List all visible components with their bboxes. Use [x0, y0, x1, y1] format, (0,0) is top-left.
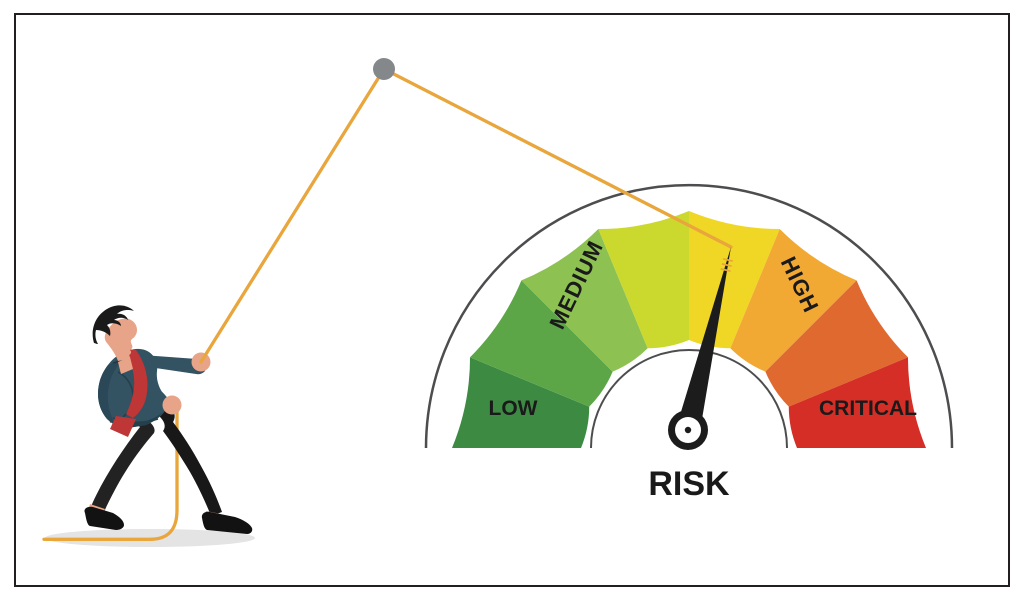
svg-text:RISK: RISK [648, 465, 730, 503]
svg-text:LOW: LOW [489, 397, 538, 420]
svg-text:CRITICAL: CRITICAL [819, 397, 917, 420]
